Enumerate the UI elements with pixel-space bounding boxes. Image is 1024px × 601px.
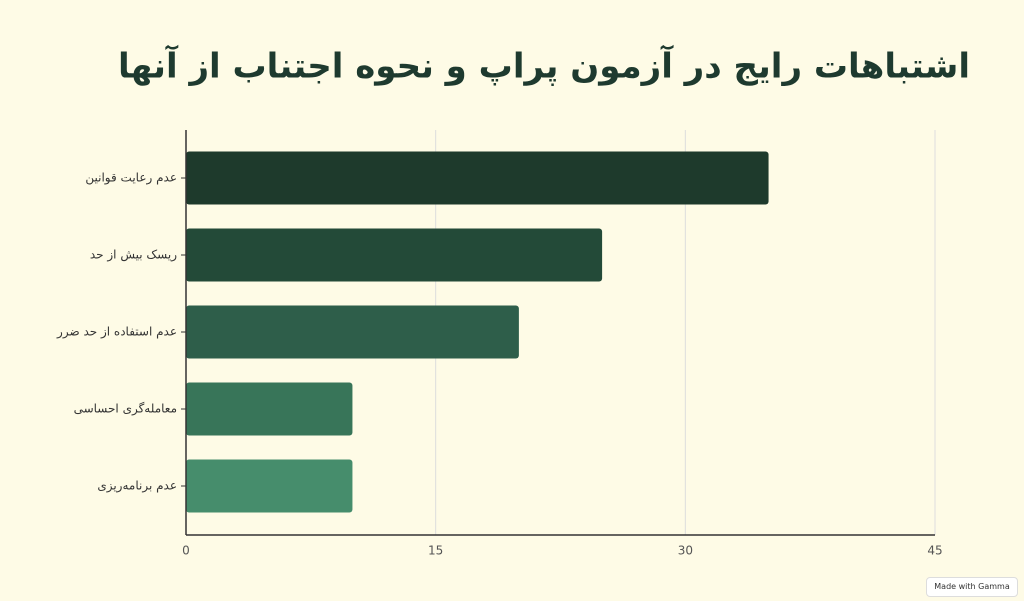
y-tick-label: معامله‌گری احساسی xyxy=(74,402,177,417)
y-tick-label: عدم برنامه‌ریزی xyxy=(97,479,177,494)
bar xyxy=(186,151,769,205)
bar xyxy=(186,459,353,513)
x-tick-label: 0 xyxy=(182,544,190,558)
y-tick-label: عدم رعایت قوانین xyxy=(85,171,177,186)
x-tick-label: 45 xyxy=(927,544,942,558)
bar xyxy=(186,228,603,282)
y-tick-label: عدم استفاده از حد ضرر xyxy=(56,325,177,340)
chart-title: اشتباهات رایج در آزمون پراپ و نحوه اجتنا… xyxy=(118,45,970,87)
bar xyxy=(186,305,519,359)
made-with-badge[interactable]: Made with Gamma xyxy=(926,577,1018,597)
y-tick-label: ریسک بیش از حد xyxy=(90,248,177,263)
x-tick-label: 15 xyxy=(428,544,443,558)
x-tick-label: 30 xyxy=(678,544,693,558)
bar xyxy=(186,382,353,436)
